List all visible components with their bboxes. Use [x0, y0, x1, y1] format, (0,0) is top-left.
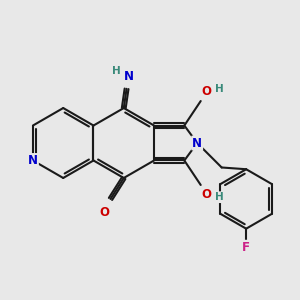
Text: N: N: [124, 70, 134, 83]
Text: N: N: [192, 136, 202, 149]
Text: F: F: [242, 241, 250, 254]
Text: H: H: [214, 84, 223, 94]
Text: O: O: [100, 206, 110, 219]
Text: O: O: [201, 85, 211, 98]
Text: H: H: [112, 66, 121, 76]
Text: O: O: [201, 188, 211, 201]
Text: N: N: [28, 154, 38, 167]
Text: H: H: [214, 192, 223, 202]
